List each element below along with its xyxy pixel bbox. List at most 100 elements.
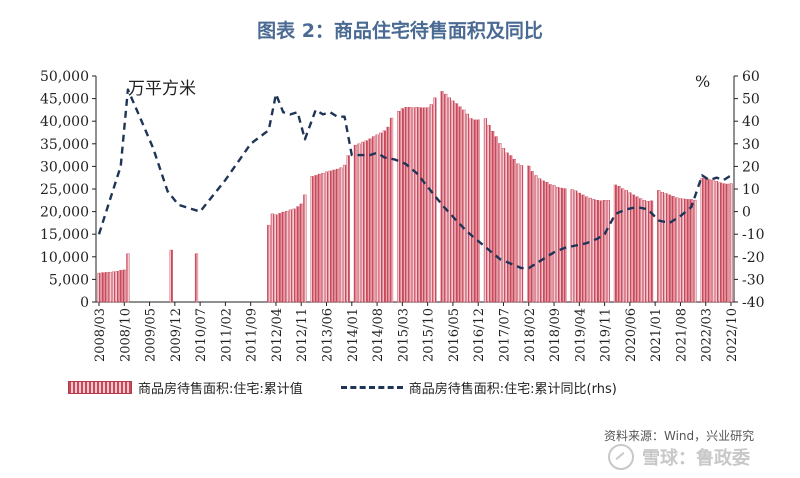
bar-2016-04	[447, 97, 451, 303]
bar-2017-09	[509, 155, 513, 303]
bar-2012-03	[270, 213, 274, 303]
left-tick-label: 25,000	[40, 182, 89, 198]
bar-2014-03	[357, 143, 361, 303]
bar-2009-11	[169, 249, 173, 303]
bar-2017-10	[512, 158, 516, 303]
right-tick-label: -40	[742, 295, 765, 311]
bar-2020-08	[635, 196, 639, 303]
bar-2008-07	[111, 271, 116, 303]
left-tick-label: 20,000	[40, 205, 89, 221]
bar-2017-07	[501, 148, 506, 303]
bar-2022-03	[704, 178, 708, 303]
bar-2014-11	[386, 126, 390, 303]
right-tick-label: -30	[742, 272, 765, 288]
bar-2021-03	[660, 191, 664, 303]
x-tick-label: 2011/02	[219, 308, 234, 362]
bar-2022-10	[729, 183, 733, 303]
x-tick-label: 2021/08	[674, 308, 689, 362]
bar-2018-12	[563, 188, 567, 303]
bar-2012-11	[299, 203, 303, 303]
x-tick-label: 2019/11	[599, 308, 614, 362]
x-tick-label: 2012/04	[270, 308, 285, 362]
left-tick-label: 35,000	[40, 137, 89, 153]
bar-2018-10	[556, 186, 560, 303]
bar-2012-12	[303, 194, 307, 303]
bar-2013-06	[324, 171, 329, 303]
x-tick-label: 2019/04	[573, 308, 588, 362]
bar-2019-09	[595, 200, 599, 303]
bar-2008-09	[119, 270, 123, 303]
bar-2013-04	[317, 173, 321, 303]
legend-line-swatch	[340, 386, 403, 389]
x-tick-label: 2009/05	[144, 308, 159, 362]
right-tick-label: 60	[742, 69, 760, 85]
bar-2012-04	[274, 214, 278, 303]
legend-bar-swatch	[68, 381, 132, 394]
bar-2020-11	[646, 201, 650, 303]
bar-2018-05	[537, 178, 542, 303]
bar-2016-09	[465, 113, 469, 303]
bar-2019-08	[592, 199, 596, 303]
right-tick-label: 40	[742, 114, 760, 130]
bar-2019-11	[602, 200, 607, 303]
bar-2022-07	[718, 182, 722, 303]
bar-2008-08	[115, 271, 119, 303]
bar-2013-09	[335, 168, 339, 303]
bar-2018-02	[527, 165, 531, 303]
right-tick-label: 20	[742, 159, 760, 175]
bar-2014-04	[361, 141, 365, 303]
left-tick-label: 10,000	[40, 250, 89, 266]
bar-2021-04	[664, 193, 668, 303]
bar-2012-05	[277, 213, 282, 303]
bar-2017-11	[516, 163, 520, 303]
x-tick-label: 2018/02	[523, 308, 538, 362]
bar-2008-03	[97, 272, 101, 303]
bar-2020-09	[639, 198, 643, 303]
bar-2014-07	[371, 136, 376, 303]
bar-2012-06	[281, 211, 285, 303]
x-tick-label: 2011/09	[245, 308, 260, 362]
bar-2018-03	[530, 171, 534, 303]
x-tick-label: 2010/07	[194, 308, 209, 362]
bar-2012-02	[267, 224, 271, 303]
bar-2017-06	[498, 143, 502, 303]
bar-2019-10	[599, 200, 603, 303]
bar-2022-08	[722, 183, 726, 303]
bar-2012-08	[288, 209, 293, 303]
bar-2020-02	[613, 184, 618, 303]
bar-2020-10	[642, 200, 646, 303]
bar-2021-06	[671, 196, 675, 303]
bar-2008-11	[126, 253, 130, 303]
bar-2015-03	[400, 108, 404, 303]
bar-2016-07	[458, 106, 462, 303]
x-tick-label: 2017/07	[497, 308, 512, 362]
bar-2013-07	[328, 170, 332, 303]
bar-2016-08	[462, 109, 466, 303]
bar-2022-06	[714, 181, 719, 303]
snowball-logo-icon	[608, 444, 634, 470]
legend-bar-label: 商品房待售面积:住宅:累计值	[138, 382, 303, 397]
right-tick-label: 30	[742, 137, 760, 153]
bar-2019-12	[606, 200, 610, 303]
x-tick-label: 2008/10	[118, 308, 133, 362]
bar-2022-05	[711, 179, 715, 303]
x-tick-label: 2009/12	[169, 308, 184, 362]
bar-2013-08	[332, 169, 336, 303]
bar-2014-02	[353, 144, 358, 303]
source-note: 资料来源：Wind，兴业研究	[604, 429, 755, 443]
bar-2015-07	[415, 106, 419, 303]
bar-2020-04	[621, 188, 625, 303]
bar-2013-11	[342, 164, 347, 303]
bar-2019-04	[577, 192, 581, 303]
bar-2022-09	[725, 183, 729, 303]
watermark-text: 雪球：鲁政委	[642, 448, 750, 469]
bar-2020-03	[617, 186, 621, 303]
right-tick-label: -20	[742, 250, 765, 266]
bar-2014-05	[364, 140, 368, 303]
bar-2016-11	[472, 119, 477, 303]
bar-2016-10	[469, 118, 473, 303]
bar-2022-04	[707, 179, 711, 303]
bar-2021-10	[686, 199, 690, 303]
bar-2021-09	[682, 198, 686, 303]
left-tick-label: 30,000	[40, 159, 89, 175]
